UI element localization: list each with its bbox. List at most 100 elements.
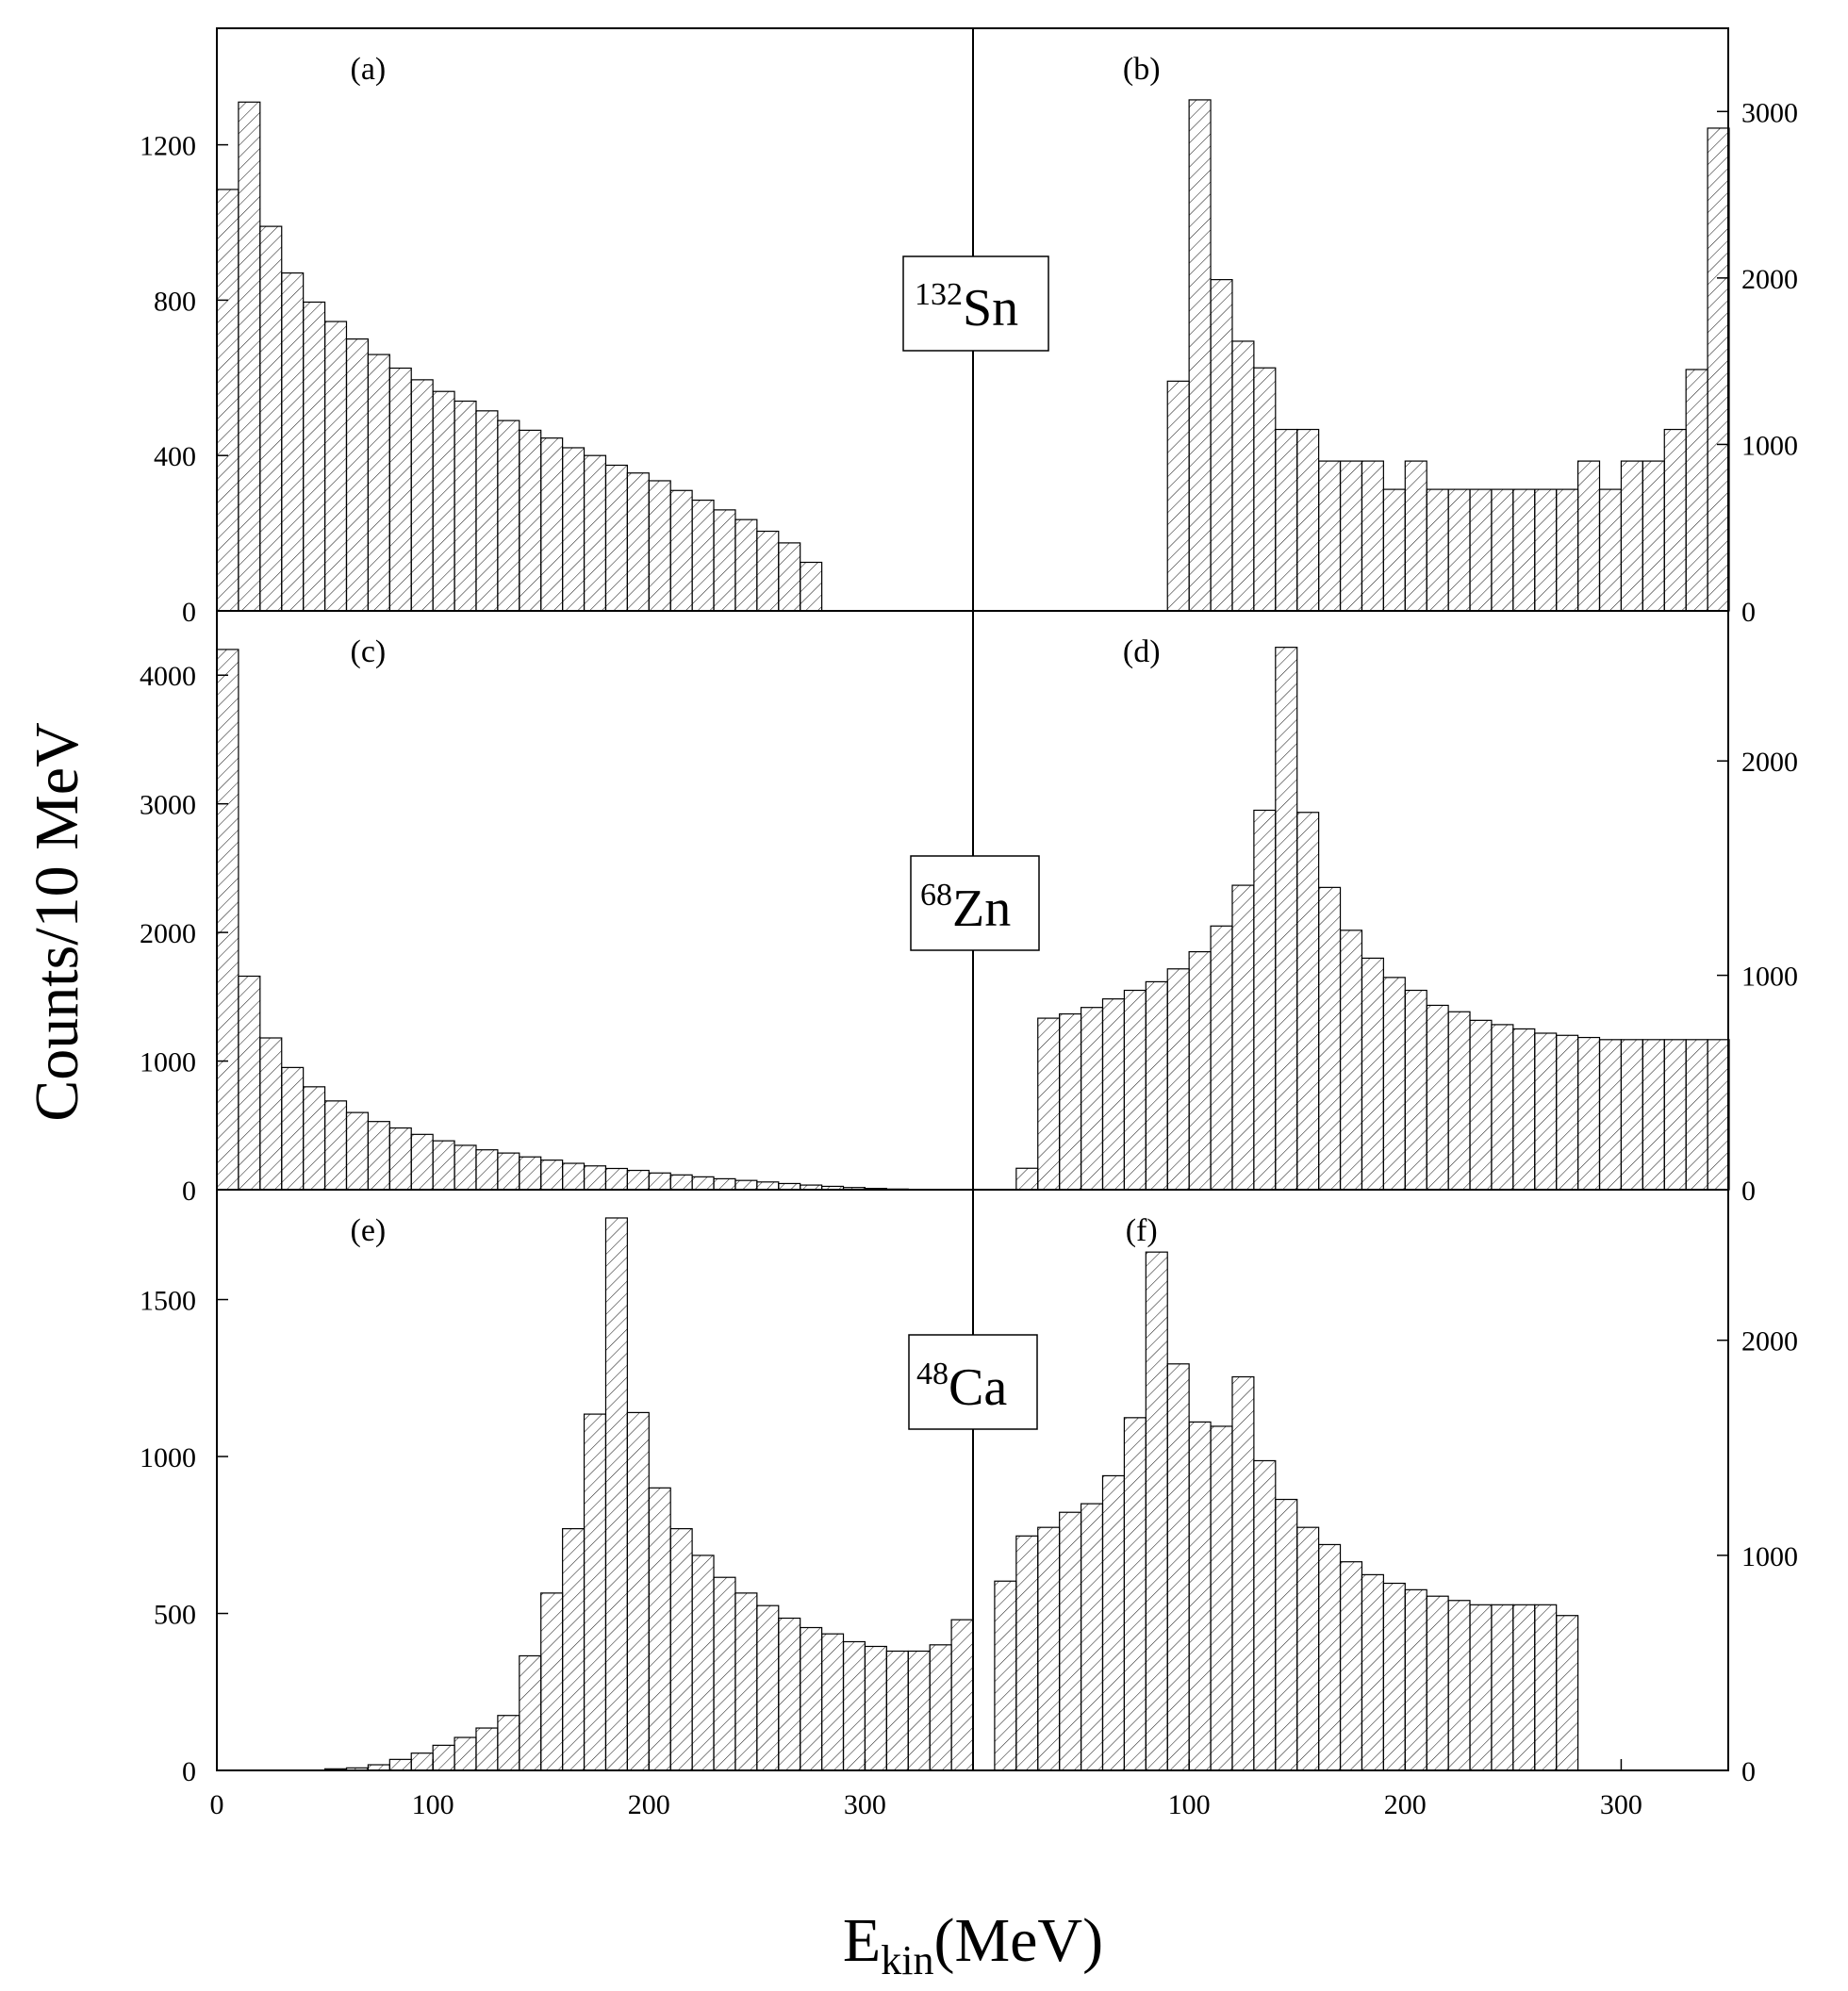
- histogram-bar: [497, 1152, 520, 1191]
- histogram-bar: [734, 518, 758, 612]
- histogram-bar: [323, 321, 348, 612]
- histogram-bar: [1275, 647, 1298, 1191]
- histogram-bar: [1512, 488, 1536, 612]
- y-tick-label: 800: [154, 286, 196, 317]
- histogram-bar: [1188, 1421, 1212, 1771]
- x-tick-label: 200: [628, 1789, 670, 1820]
- histogram-bar: [1296, 1526, 1320, 1771]
- histogram-bar: [583, 454, 607, 612]
- histogram-bar: [1707, 1039, 1730, 1191]
- histogram-bar: [1123, 989, 1147, 1191]
- panel-label: (a): [351, 52, 387, 87]
- histogram-bar: [1426, 1595, 1449, 1771]
- histogram-bar: [669, 1174, 693, 1191]
- histogram-bar: [734, 1592, 758, 1771]
- histogram-bar: [1642, 1039, 1665, 1191]
- histogram-bar: [994, 1580, 1017, 1771]
- y-tick-label: 400: [154, 441, 196, 472]
- histogram-bar: [1512, 1028, 1536, 1191]
- histogram-bar: [1620, 460, 1643, 612]
- histogram-bar: [1404, 1588, 1427, 1771]
- histogram-bar: [756, 1181, 780, 1191]
- histogram-bar: [1426, 488, 1449, 612]
- histogram-bar: [1556, 1615, 1579, 1771]
- histogram-bar: [691, 1555, 715, 1771]
- histogram-bar: [1576, 1036, 1601, 1191]
- histogram-bar: [1426, 1004, 1449, 1191]
- histogram-bar: [1166, 380, 1190, 612]
- histogram-bar: [950, 1619, 974, 1771]
- histogram-bar: [885, 1650, 909, 1771]
- histogram-bar: [1361, 460, 1384, 612]
- histogram-bar: [432, 390, 455, 612]
- histogram-bar: [1361, 1573, 1384, 1771]
- histogram-bar: [604, 464, 628, 612]
- y-axis-label: Counts/10 MeV: [23, 722, 91, 1122]
- panel-e: 0 500 1000 1500 0 100 200 300 (e): [140, 1213, 974, 1820]
- isotope-ca-symbol: Ca: [949, 1358, 1007, 1417]
- y-tick-label: 0: [1741, 1176, 1756, 1207]
- histogram-bar: [713, 1177, 736, 1191]
- histogram-bar: [691, 499, 715, 612]
- x-axis-label-main: E: [843, 1906, 881, 1975]
- histogram-bar: [259, 225, 283, 612]
- histogram-bar: [388, 1758, 412, 1771]
- histogram-bar: [1685, 1039, 1708, 1191]
- histogram-bar: [1382, 1582, 1406, 1771]
- histogram-bar: [1037, 1526, 1061, 1771]
- histogram-bar: [1576, 460, 1601, 612]
- x-tick-label: 200: [1384, 1789, 1427, 1820]
- y-tick-label: 0: [1741, 597, 1756, 628]
- histogram-bar: [1253, 809, 1277, 1191]
- histogram-bar: [475, 1727, 499, 1771]
- histogram-bar: [820, 1633, 845, 1771]
- histogram-bar: [1556, 1034, 1579, 1191]
- histogram-bar: [454, 400, 477, 612]
- histogram-bar: [259, 1037, 283, 1191]
- histogram-bar: [1166, 968, 1190, 1191]
- y-tick-label: 3000: [140, 790, 196, 821]
- histogram-bar: [1447, 488, 1471, 612]
- histogram-bar: [1059, 1511, 1082, 1771]
- histogram-bar: [626, 1169, 650, 1191]
- histogram-bar: [1404, 989, 1427, 1191]
- histogram-bar: [1447, 1011, 1471, 1191]
- histogram-bar: [1361, 957, 1384, 1191]
- histogram-bar: [1210, 279, 1233, 612]
- histogram-bar: [497, 1715, 520, 1771]
- histogram-bar: [1663, 1039, 1687, 1191]
- y-tick-label: 0: [1741, 1756, 1756, 1787]
- panel-label: (c): [351, 634, 387, 669]
- x-axis-label: Ekin(MeV): [843, 1906, 1103, 1983]
- histogram-bar: [1253, 1459, 1277, 1771]
- histogram-bar: [1145, 1251, 1168, 1771]
- histogram-bar: [691, 1176, 715, 1191]
- histogram-bar: [778, 1617, 801, 1771]
- histogram-bar: [713, 509, 736, 612]
- svg-text:48Ca: 48Ca: [916, 1357, 1007, 1417]
- histogram-bar: [1707, 127, 1730, 612]
- histogram-bar: [475, 1149, 499, 1191]
- histogram-bar: [1059, 1012, 1082, 1191]
- histogram-bar: [519, 1654, 542, 1771]
- histogram-bar: [388, 367, 412, 612]
- histogram-bar: [1166, 1363, 1190, 1771]
- y-tick-label: 3000: [1741, 97, 1798, 128]
- histogram-bar: [1598, 488, 1623, 612]
- histogram-bar: [303, 1086, 326, 1191]
- histogram-bar: [1447, 1600, 1471, 1771]
- histogram-bar: [800, 561, 823, 612]
- histogram-bar: [388, 1127, 412, 1191]
- histogram-bar: [1101, 1474, 1125, 1771]
- histogram-bar: [345, 338, 369, 612]
- isotope-label-sn: 132Sn: [902, 255, 1049, 352]
- panel-d: 0 1000 2000 (d): [973, 634, 1798, 1207]
- histogram-bar: [1318, 1543, 1342, 1771]
- histogram-bar: [648, 1487, 671, 1771]
- histogram-bar: [1318, 460, 1342, 612]
- histogram-bar: [1101, 998, 1125, 1191]
- histogram-bar: [238, 975, 261, 1191]
- histogram-bar: [1620, 1039, 1643, 1191]
- histogram-bar: [864, 1645, 887, 1771]
